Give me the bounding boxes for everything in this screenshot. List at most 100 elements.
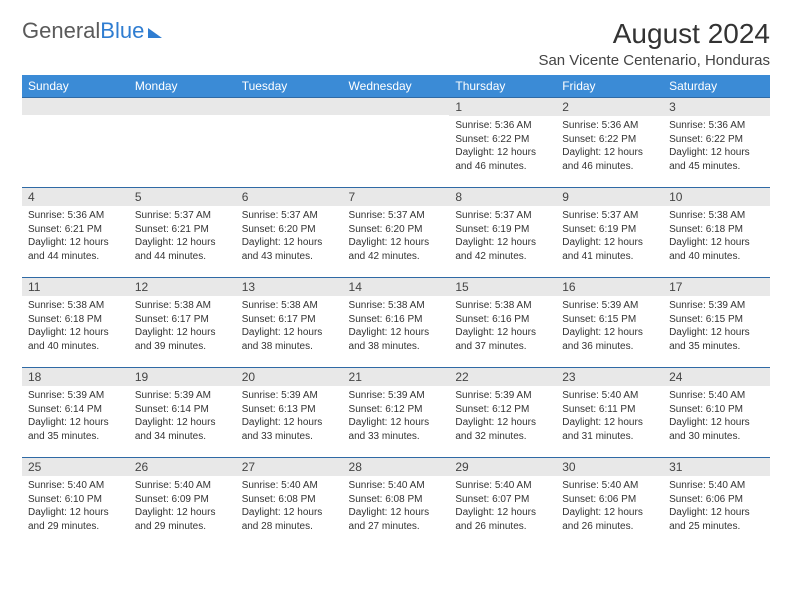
daylight-line: Daylight: 12 hours and 29 minutes.: [135, 506, 230, 533]
day-number: [22, 98, 129, 115]
cell-body: Sunrise: 5:39 AMSunset: 6:15 PMDaylight:…: [556, 296, 663, 356]
header: GeneralBlue August 2024 San Vicente Cent…: [22, 18, 770, 69]
cell-body: Sunrise: 5:40 AMSunset: 6:06 PMDaylight:…: [663, 476, 770, 536]
day-number: 12: [129, 278, 236, 296]
cell-body: Sunrise: 5:36 AMSunset: 6:22 PMDaylight:…: [449, 116, 556, 176]
calendar-cell: [343, 98, 450, 188]
daylight-line: Daylight: 12 hours and 37 minutes.: [455, 326, 550, 353]
sunset-line: Sunset: 6:12 PM: [349, 403, 444, 417]
calendar-cell: 16Sunrise: 5:39 AMSunset: 6:15 PMDayligh…: [556, 278, 663, 368]
calendar-cell: 13Sunrise: 5:38 AMSunset: 6:17 PMDayligh…: [236, 278, 343, 368]
calendar-cell: 27Sunrise: 5:40 AMSunset: 6:08 PMDayligh…: [236, 458, 343, 548]
sunset-line: Sunset: 6:22 PM: [669, 133, 764, 147]
sunrise-line: Sunrise: 5:40 AM: [242, 479, 337, 493]
calendar-cell: 6Sunrise: 5:37 AMSunset: 6:20 PMDaylight…: [236, 188, 343, 278]
sunset-line: Sunset: 6:13 PM: [242, 403, 337, 417]
cell-body: Sunrise: 5:36 AMSunset: 6:22 PMDaylight:…: [556, 116, 663, 176]
cell-body: Sunrise: 5:37 AMSunset: 6:20 PMDaylight:…: [236, 206, 343, 266]
location-label: San Vicente Centenario, Honduras: [538, 52, 770, 69]
day-number: 25: [22, 458, 129, 476]
sunrise-line: Sunrise: 5:40 AM: [28, 479, 123, 493]
brand-logo: GeneralBlue: [22, 18, 162, 44]
daylight-line: Daylight: 12 hours and 43 minutes.: [242, 236, 337, 263]
day-number: 18: [22, 368, 129, 386]
calendar-cell: 11Sunrise: 5:38 AMSunset: 6:18 PMDayligh…: [22, 278, 129, 368]
calendar-cell: 17Sunrise: 5:39 AMSunset: 6:15 PMDayligh…: [663, 278, 770, 368]
day-number: 13: [236, 278, 343, 296]
sunset-line: Sunset: 6:16 PM: [349, 313, 444, 327]
daylight-line: Daylight: 12 hours and 35 minutes.: [28, 416, 123, 443]
daylight-line: Daylight: 12 hours and 31 minutes.: [562, 416, 657, 443]
sunset-line: Sunset: 6:18 PM: [28, 313, 123, 327]
day-number: 21: [343, 368, 450, 386]
day-number: 4: [22, 188, 129, 206]
sunrise-line: Sunrise: 5:38 AM: [349, 299, 444, 313]
brand-part1: General: [22, 18, 100, 44]
daylight-line: Daylight: 12 hours and 30 minutes.: [669, 416, 764, 443]
sunset-line: Sunset: 6:21 PM: [28, 223, 123, 237]
sunset-line: Sunset: 6:19 PM: [455, 223, 550, 237]
day-number: [129, 98, 236, 115]
daylight-line: Daylight: 12 hours and 27 minutes.: [349, 506, 444, 533]
cell-body: Sunrise: 5:39 AMSunset: 6:13 PMDaylight:…: [236, 386, 343, 446]
sunrise-line: Sunrise: 5:36 AM: [669, 119, 764, 133]
day-number: 30: [556, 458, 663, 476]
brand-part2: Blue: [100, 18, 144, 44]
daylight-line: Daylight: 12 hours and 41 minutes.: [562, 236, 657, 263]
sunrise-line: Sunrise: 5:37 AM: [242, 209, 337, 223]
sunrise-line: Sunrise: 5:39 AM: [242, 389, 337, 403]
daylight-line: Daylight: 12 hours and 33 minutes.: [349, 416, 444, 443]
sunrise-line: Sunrise: 5:38 AM: [28, 299, 123, 313]
daylight-line: Daylight: 12 hours and 40 minutes.: [669, 236, 764, 263]
sunset-line: Sunset: 6:09 PM: [135, 493, 230, 507]
sunset-line: Sunset: 6:21 PM: [135, 223, 230, 237]
sunset-line: Sunset: 6:12 PM: [455, 403, 550, 417]
day-number: 31: [663, 458, 770, 476]
sunset-line: Sunset: 6:17 PM: [135, 313, 230, 327]
sunset-line: Sunset: 6:08 PM: [349, 493, 444, 507]
day-number: 16: [556, 278, 663, 296]
daylight-line: Daylight: 12 hours and 38 minutes.: [349, 326, 444, 353]
sunrise-line: Sunrise: 5:38 AM: [669, 209, 764, 223]
sunrise-line: Sunrise: 5:38 AM: [455, 299, 550, 313]
cell-body: Sunrise: 5:40 AMSunset: 6:10 PMDaylight:…: [663, 386, 770, 446]
calendar-cell: 26Sunrise: 5:40 AMSunset: 6:09 PMDayligh…: [129, 458, 236, 548]
weekday-header: Tuesday: [236, 75, 343, 98]
cell-body: Sunrise: 5:40 AMSunset: 6:08 PMDaylight:…: [236, 476, 343, 536]
cell-body: Sunrise: 5:40 AMSunset: 6:10 PMDaylight:…: [22, 476, 129, 536]
daylight-line: Daylight: 12 hours and 32 minutes.: [455, 416, 550, 443]
sunset-line: Sunset: 6:17 PM: [242, 313, 337, 327]
weekday-header: Sunday: [22, 75, 129, 98]
cell-body: Sunrise: 5:40 AMSunset: 6:07 PMDaylight:…: [449, 476, 556, 536]
cell-body: Sunrise: 5:39 AMSunset: 6:12 PMDaylight:…: [449, 386, 556, 446]
cell-body: Sunrise: 5:37 AMSunset: 6:21 PMDaylight:…: [129, 206, 236, 266]
calendar-cell: 3Sunrise: 5:36 AMSunset: 6:22 PMDaylight…: [663, 98, 770, 188]
daylight-line: Daylight: 12 hours and 26 minutes.: [455, 506, 550, 533]
weekday-header: Wednesday: [343, 75, 450, 98]
sunrise-line: Sunrise: 5:38 AM: [242, 299, 337, 313]
calendar-cell: 15Sunrise: 5:38 AMSunset: 6:16 PMDayligh…: [449, 278, 556, 368]
sunset-line: Sunset: 6:10 PM: [28, 493, 123, 507]
cell-body: Sunrise: 5:40 AMSunset: 6:09 PMDaylight:…: [129, 476, 236, 536]
sunset-line: Sunset: 6:19 PM: [562, 223, 657, 237]
day-number: 24: [663, 368, 770, 386]
daylight-line: Daylight: 12 hours and 26 minutes.: [562, 506, 657, 533]
day-number: 6: [236, 188, 343, 206]
sunset-line: Sunset: 6:10 PM: [669, 403, 764, 417]
sunrise-line: Sunrise: 5:40 AM: [669, 479, 764, 493]
sunset-line: Sunset: 6:07 PM: [455, 493, 550, 507]
daylight-line: Daylight: 12 hours and 44 minutes.: [135, 236, 230, 263]
cell-body: Sunrise: 5:37 AMSunset: 6:20 PMDaylight:…: [343, 206, 450, 266]
sunset-line: Sunset: 6:06 PM: [669, 493, 764, 507]
calendar-week-row: 18Sunrise: 5:39 AMSunset: 6:14 PMDayligh…: [22, 368, 770, 458]
daylight-line: Daylight: 12 hours and 42 minutes.: [455, 236, 550, 263]
sunset-line: Sunset: 6:15 PM: [562, 313, 657, 327]
calendar-cell: [129, 98, 236, 188]
calendar-cell: 5Sunrise: 5:37 AMSunset: 6:21 PMDaylight…: [129, 188, 236, 278]
sunrise-line: Sunrise: 5:39 AM: [28, 389, 123, 403]
calendar-cell: 9Sunrise: 5:37 AMSunset: 6:19 PMDaylight…: [556, 188, 663, 278]
sunset-line: Sunset: 6:15 PM: [669, 313, 764, 327]
calendar-cell: 8Sunrise: 5:37 AMSunset: 6:19 PMDaylight…: [449, 188, 556, 278]
sunrise-line: Sunrise: 5:38 AM: [135, 299, 230, 313]
sunrise-line: Sunrise: 5:40 AM: [455, 479, 550, 493]
